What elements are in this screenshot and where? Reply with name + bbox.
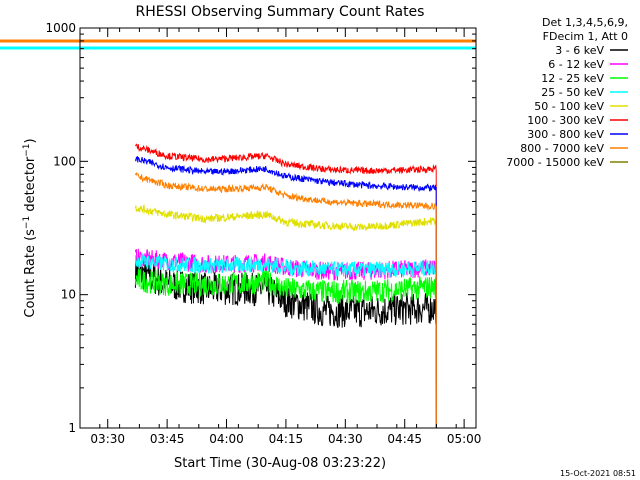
y-tick-label: 10 — [61, 288, 76, 302]
x-tick-label: 04:15 — [269, 432, 304, 446]
legend-label-8: 7000 - 15000 keV — [506, 156, 604, 169]
y-tick-label: 100 — [53, 154, 76, 168]
series-line-3 — [134, 252, 437, 429]
legend-label-2: 12 - 25 keV — [541, 72, 604, 85]
legend-label-0: 3 - 6 keV — [555, 44, 604, 57]
legend-label-7: 800 - 7000 keV — [520, 142, 604, 155]
series-line-6 — [134, 156, 437, 429]
y-tick-label: 1000 — [45, 21, 76, 35]
y-tick-label: 1 — [68, 421, 76, 435]
x-tick-label: 03:30 — [90, 432, 125, 446]
x-tick-label: 04:30 — [328, 432, 363, 446]
axes: 1 10 100 1000 03:30 03:45 04:00 04:15 04:30 04:45… — [45, 21, 481, 446]
series-line-2 — [134, 268, 437, 429]
legend-label-6: 300 - 800 keV — [527, 128, 604, 141]
legend-header-line-2: FDecim 1, Att 0 — [543, 30, 628, 43]
observing-flags: SN — [0, 39, 476, 50]
x-tick-label: 03:45 — [150, 432, 185, 446]
x-tick-label: 04:00 — [209, 432, 244, 446]
legend-label-3: 25 - 50 keV — [541, 86, 604, 99]
legend-label-4: 50 - 100 keV — [534, 100, 604, 113]
series-line-7 — [134, 171, 437, 429]
series-line-4 — [134, 204, 437, 429]
series-lines — [134, 143, 437, 429]
x-tick-label: 04:45 — [387, 432, 422, 446]
x-tick-label: 05:00 — [447, 432, 482, 446]
series-line-0 — [134, 257, 437, 429]
legend-label-5: 100 - 300 keV — [527, 114, 604, 127]
series-line-5 — [134, 143, 437, 429]
chart-title: RHESSI Observing Summary Count Rates — [136, 4, 425, 20]
x-axis-label: Start Time (30-Aug-08 03:23:22) — [174, 456, 386, 471]
legend-label-1: 6 - 12 keV — [548, 58, 604, 71]
plot-frame — [79, 27, 477, 429]
footer-timestamp: 15-Oct-2021 08:51 — [560, 469, 636, 478]
legend-header-line-1: Det 1,3,4,5,6,9, — [542, 16, 628, 29]
legend: Det 1,3,4,5,6,9, FDecim 1, Att 0 3 - 6 k… — [506, 16, 628, 169]
y-axis-label: Count Rate (s−1 detector−1) — [22, 138, 38, 317]
